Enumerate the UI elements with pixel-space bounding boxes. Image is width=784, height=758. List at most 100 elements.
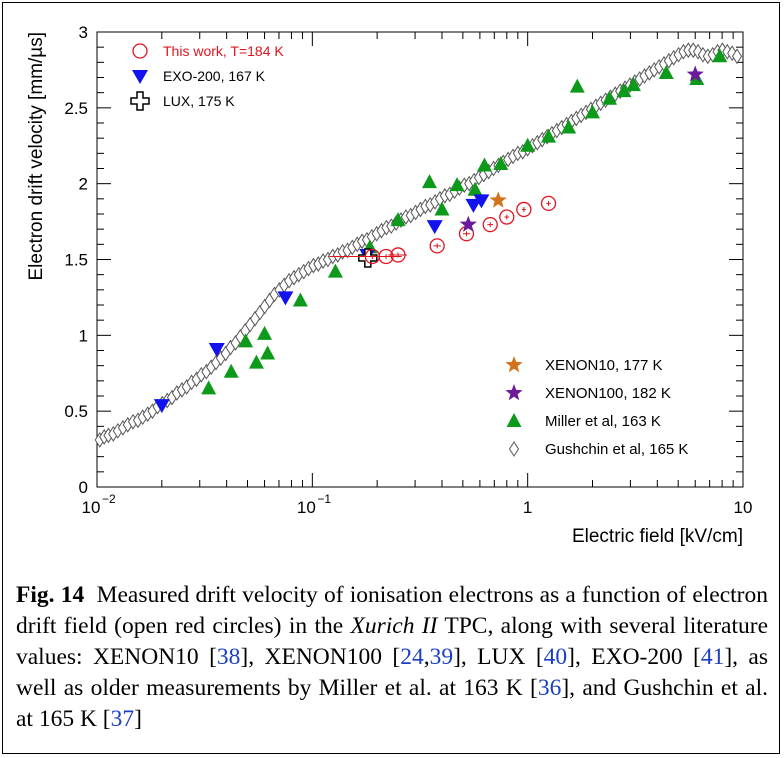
data-point	[540, 195, 557, 212]
data-point	[520, 137, 536, 152]
data-point	[602, 90, 618, 105]
tpc-name: Xurich II	[350, 613, 438, 639]
data-point	[238, 333, 254, 348]
data-point	[561, 119, 577, 134]
data-point	[426, 220, 443, 235]
y-tick-label: 0	[79, 478, 88, 497]
legend-marker	[506, 413, 522, 427]
citation-link[interactable]: 36	[537, 675, 562, 701]
caption-text: TPC, along with several literature value…	[16, 613, 768, 670]
data-point	[516, 201, 532, 218]
data-point	[421, 174, 437, 189]
legend-marker	[505, 356, 523, 373]
data-point	[434, 201, 450, 216]
series-open-cross	[358, 248, 378, 268]
legend-label: This work, T=184 K	[163, 43, 284, 59]
data-point	[390, 247, 406, 263]
data-point	[712, 48, 728, 63]
caption-text: ], LUX [	[453, 644, 544, 670]
data-point	[277, 291, 294, 306]
data-point	[686, 65, 704, 82]
y-tick-label: 1.5	[64, 251, 88, 270]
data-point	[327, 263, 343, 278]
legend-label: Gushchin et al, 165 K	[545, 441, 688, 458]
caption-text: ], and Gushchin et al. at 165 K [	[16, 675, 768, 732]
legend-marker	[130, 91, 150, 111]
data-point	[467, 181, 483, 196]
data-point	[257, 325, 273, 340]
series-triangle-up	[201, 48, 728, 395]
caption-text: ], XENON100 [	[240, 644, 401, 670]
x-tick-label: 10	[734, 498, 753, 517]
citation-link[interactable]: 41	[700, 644, 725, 670]
citation-link[interactable]: 39	[429, 644, 454, 670]
data-marks	[94, 42, 743, 448]
figure-caption: Fig. 14 Measured drift velocity of ionis…	[16, 580, 768, 735]
y-tick-labels: 0 0.5 1 1.5 2 2.5 3	[64, 23, 88, 497]
data-point	[658, 64, 674, 79]
caption-text: ], as well as older measurements by Mill…	[16, 644, 769, 701]
data-point	[499, 209, 515, 225]
data-point	[465, 198, 482, 213]
caption-text: ], EXO-200 [	[567, 644, 701, 670]
legend-label: EXO-200, 167 K	[163, 68, 266, 84]
caption-text: Measured drift velocity of ionisation el…	[16, 582, 768, 639]
data-point	[473, 194, 490, 209]
data-point	[429, 238, 445, 254]
series-open-diamond	[94, 42, 743, 448]
series-star	[459, 65, 704, 232]
y-tick-label: 2.5	[64, 99, 88, 118]
y-tick-label: 1	[79, 326, 88, 345]
data-point	[260, 345, 276, 360]
data-point	[201, 380, 217, 395]
legend-marker	[505, 384, 523, 401]
data-point	[493, 155, 509, 170]
legend-label: XENON100, 182 K	[545, 385, 671, 402]
data-point	[482, 216, 498, 233]
data-point	[223, 363, 239, 378]
data-point	[569, 78, 585, 93]
caption-text: ,	[423, 644, 430, 670]
data-point	[208, 342, 225, 357]
x-tick-label: 10	[297, 498, 316, 517]
legend-label: LUX, 175 K	[163, 93, 235, 109]
legend-marker	[132, 43, 148, 59]
data-point	[489, 191, 507, 208]
data-point	[459, 215, 477, 232]
x-tick-label: 1	[523, 498, 532, 517]
series-star	[489, 191, 507, 208]
legend: This work, T=184 K EXO-200, 167 K LUX, 175…	[130, 43, 688, 458]
series-open-circle	[329, 195, 557, 265]
x-axis-label: Electric field [kV/cm]	[572, 526, 743, 547]
x-tick-exponent: −1	[317, 492, 331, 506]
data-point	[248, 354, 264, 369]
x-tick-label: 10	[82, 498, 101, 517]
data-point	[476, 157, 492, 172]
y-tick-label: 3	[79, 23, 88, 42]
data-point	[358, 248, 378, 268]
citation-link[interactable]: 38	[216, 644, 241, 670]
x-tick-labels: 10 −2 10 −1 1 10	[82, 492, 753, 517]
data-point	[449, 177, 465, 192]
drift-velocity-chart: 10 −2 10 −1 1 10 00.511.522.53 This work, T=1…	[26, 23, 753, 547]
legend-label: Miller et al, 163 K	[545, 413, 661, 430]
data-point	[625, 77, 641, 92]
data-point	[731, 48, 743, 65]
data-point	[584, 104, 600, 119]
x-tick-exponent: −2	[102, 492, 116, 506]
y-tick-label: 0.5	[64, 402, 88, 421]
legend-marker	[132, 70, 148, 84]
data-point	[292, 292, 308, 307]
caption-text: ]	[134, 706, 142, 732]
citation-link[interactable]: 40	[543, 644, 568, 670]
series-triangle-down	[153, 194, 490, 414]
data-point	[390, 212, 406, 227]
figure-label: Fig. 14	[16, 582, 85, 608]
data-point	[616, 83, 632, 98]
citation-link[interactable]: 24	[400, 644, 424, 670]
citation-link[interactable]: 37	[110, 706, 135, 732]
data-point	[541, 128, 557, 143]
legend-label: XENON10, 177 K	[545, 357, 663, 374]
